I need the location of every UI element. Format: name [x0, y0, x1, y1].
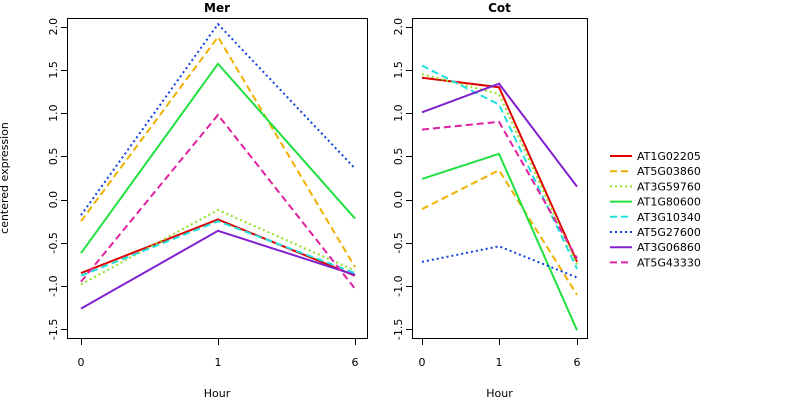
x-axis-label-cot: Hour — [486, 387, 513, 400]
y-tick-label-mer: -1.0 — [47, 275, 60, 296]
y-tick-label-mer: 0.0 — [47, 191, 60, 209]
y-tick-label-cot: 0.5 — [392, 148, 405, 166]
plot-frame-cot — [412, 18, 588, 339]
y-tick-label-mer: 2.0 — [47, 18, 60, 36]
x-tick-label-mer: 1 — [215, 356, 222, 369]
series-line-cot-at1g02205 — [421, 76, 578, 263]
y-tick-label-mer: 0.5 — [47, 148, 60, 166]
series-line-mer-at5g27600 — [80, 22, 356, 216]
x-tick-label-cot: 1 — [496, 356, 503, 369]
y-axis-label: centered expression — [0, 122, 11, 234]
plot-frame-mer — [67, 18, 368, 339]
series-line-cot-at1g80600 — [421, 152, 578, 331]
x-tick-label-cot: 0 — [419, 356, 426, 369]
y-tick-label-cot: 1.5 — [392, 61, 405, 79]
series-line-mer-at5g43330 — [80, 113, 356, 290]
series-line-cot-at3g06860 — [421, 82, 578, 188]
x-tick-label-cot: 6 — [574, 356, 581, 369]
panel-title-mer: Mer — [204, 1, 230, 15]
series-line-mer-at5g03860 — [80, 35, 356, 268]
legend-label-at1g02205: AT1G02205 — [637, 150, 701, 163]
series-line-mer-at3g10340 — [80, 220, 356, 277]
legend-label-at3g59760: AT3G59760 — [637, 180, 701, 193]
legend-label-at3g10340: AT3G10340 — [637, 211, 701, 224]
x-axis-label-mer: Hour — [204, 387, 231, 400]
panel-title-cot: Cot — [488, 1, 511, 15]
y-tick-label-mer: 1.0 — [47, 104, 60, 122]
legend-label-at3g06860: AT3G06860 — [637, 241, 701, 254]
series-line-mer-at3g59760 — [80, 208, 356, 286]
y-tick-label-cot: 2.0 — [392, 18, 405, 36]
y-tick-label-cot: 1.0 — [392, 104, 405, 122]
legend-label-at5g03860: AT5G03860 — [637, 165, 701, 178]
y-tick-label-mer: 1.5 — [47, 61, 60, 79]
series-line-cot-at3g10340 — [421, 64, 578, 270]
legend-label-at5g43330: AT5G43330 — [637, 256, 701, 269]
series-line-mer-at1g80600 — [80, 62, 356, 254]
series-line-mer-at3g06860 — [80, 229, 356, 310]
series-line-mer-at1g02205 — [80, 218, 356, 277]
y-tick-label-cot: -1.5 — [392, 319, 405, 340]
y-tick-label-cot: -0.5 — [392, 232, 405, 253]
series-line-cot-at3g59760 — [421, 73, 578, 265]
series-line-cot-at5g03860 — [421, 168, 578, 296]
series-line-cot-at5g43330 — [421, 120, 578, 259]
x-tick-label-mer: 0 — [78, 356, 85, 369]
y-tick-label-mer: -1.5 — [47, 319, 60, 340]
y-tick-label-cot: -1.0 — [392, 275, 405, 296]
legend-label-at1g80600: AT1G80600 — [637, 196, 701, 209]
series-line-cot-at5g27600 — [421, 245, 578, 279]
legend-label-at5g27600: AT5G27600 — [637, 226, 701, 239]
y-tick-label-mer: -0.5 — [47, 232, 60, 253]
y-tick-label-cot: 0.0 — [392, 191, 405, 209]
x-tick-label-mer: 6 — [352, 356, 359, 369]
